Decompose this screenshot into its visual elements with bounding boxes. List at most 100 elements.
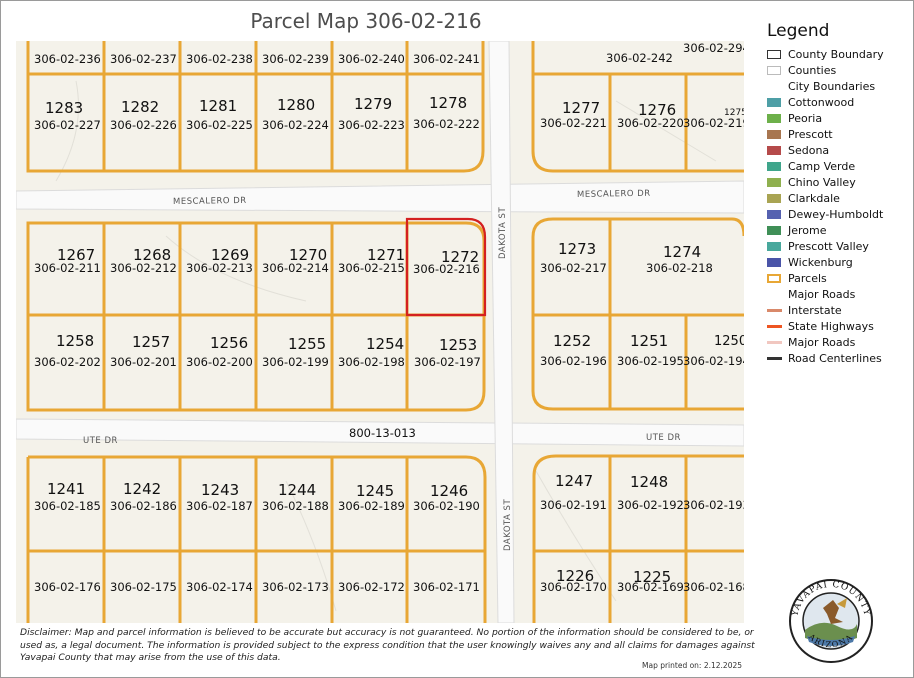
parcel-apn[interactable]: 306-02-188 xyxy=(262,499,329,513)
parcel-apn[interactable]: 306-02-212 xyxy=(110,261,177,275)
parcel-blocks xyxy=(26,41,744,623)
parcel-lot: 1277 xyxy=(562,99,600,117)
parcel-apn[interactable]: 306-02-186 xyxy=(110,499,177,513)
road-label-mescalero-east: MESCALERO DR xyxy=(577,189,651,200)
parcel-apn[interactable]: 306-02-170 xyxy=(540,580,607,594)
parcel-apn[interactable]: 306-02-174 xyxy=(186,580,253,594)
legend-item: Chino Valley xyxy=(761,175,911,191)
parcel-apn[interactable]: 306-02-185 xyxy=(34,499,101,513)
parcel-apn[interactable]: 306-02-169 xyxy=(617,580,684,594)
parcel-labels: 306-02-236 306-02-237 306-02-238 306-02-… xyxy=(34,41,744,594)
parcel-apn[interactable]: 306-02-196 xyxy=(540,354,607,368)
legend-title: Legend xyxy=(767,21,830,41)
parcel-lot: 1275 xyxy=(724,108,744,118)
parcel-apn[interactable]: 306-02-238 xyxy=(186,52,253,66)
legend-item: State Highways xyxy=(761,319,911,335)
print-date: Map printed on: 2.12.2025 xyxy=(642,661,743,670)
parcel-apn[interactable]: 306-02-213 xyxy=(186,261,253,275)
parcel-apn[interactable]: 306-02-240 xyxy=(338,52,405,66)
parcel-apn[interactable]: 306-02-175 xyxy=(110,580,177,594)
parcel-apn[interactable]: 306-02-202 xyxy=(34,355,101,369)
parcel-apn[interactable]: 306-02-191 xyxy=(540,498,607,512)
parcel-apn[interactable]: 306-02-219 xyxy=(683,116,744,130)
parcel-apn[interactable]: 306-02-194 xyxy=(683,354,744,368)
parcel-apn[interactable]: 306-02-237 xyxy=(110,52,177,66)
dakota-road xyxy=(488,41,515,623)
legend-line-swatch xyxy=(767,357,782,360)
parcel-lot: 1247 xyxy=(555,472,593,490)
parcel-apn[interactable]: 306-02-294 xyxy=(683,41,744,55)
legend-line-swatch xyxy=(767,325,782,328)
parcel-apn[interactable]: 306-02-222 xyxy=(413,117,480,131)
parcel-apn[interactable]: 306-02-193 xyxy=(683,498,744,512)
parcel-apn[interactable]: 306-02-173 xyxy=(262,580,329,594)
parcel-lot: 1274 xyxy=(663,243,701,261)
parcel-apn[interactable]: 306-02-220 xyxy=(617,116,684,130)
legend-label: Jerome xyxy=(788,224,827,237)
parcel-apn[interactable]: 306-02-215 xyxy=(338,261,405,275)
parcel-apn[interactable]: 306-02-190 xyxy=(413,499,480,513)
parcel-apn[interactable]: 306-02-200 xyxy=(186,355,253,369)
parcel-apn[interactable]: 306-02-195 xyxy=(617,354,684,368)
map-background xyxy=(16,41,744,623)
parcel-label-road-tract: 800-13-013 xyxy=(349,426,416,440)
selected-parcel-apn[interactable]: 306-02-216 xyxy=(413,262,480,276)
parcel-apn[interactable]: 306-02-225 xyxy=(186,118,253,132)
legend-items: County Boundary Counties City Boundaries Co… xyxy=(761,47,911,367)
parcel-lot: 1258 xyxy=(56,332,94,350)
parcel-apn[interactable]: 306-02-224 xyxy=(262,118,329,132)
parcel-apn[interactable]: 306-02-197 xyxy=(414,355,481,369)
parcel-map[interactable]: MESCALERO DR MESCALERO DR UTE DR UTE DR … xyxy=(16,41,744,623)
parcel-lot: 1269 xyxy=(211,246,249,264)
legend-swatch xyxy=(767,146,781,155)
parcel-lot: 1279 xyxy=(354,95,392,113)
parcel-apn[interactable]: 306-02-187 xyxy=(186,499,253,513)
legend-label: Sedona xyxy=(788,144,830,157)
road-label-mescalero-west: MESCALERO DR xyxy=(173,196,247,207)
parcel-lot: 1280 xyxy=(277,96,315,114)
parcel-lot: 1268 xyxy=(133,246,171,264)
parcel-apn[interactable]: 306-02-168 xyxy=(683,580,744,594)
parcel-lot: 1248 xyxy=(630,473,668,491)
parcel-apn[interactable]: 306-02-198 xyxy=(338,355,405,369)
parcel-apn[interactable]: 306-02-218 xyxy=(646,261,713,275)
parcel-apn[interactable]: 306-02-189 xyxy=(338,499,405,513)
parcel-apn[interactable]: 306-02-214 xyxy=(262,261,329,275)
parcel-apn[interactable]: 306-02-236 xyxy=(34,52,101,66)
parcel-lot: 1276 xyxy=(638,101,676,119)
parcel-apn[interactable]: 306-02-241 xyxy=(413,52,480,66)
legend-swatch xyxy=(767,194,781,203)
parcel-apn[interactable]: 306-02-172 xyxy=(338,580,405,594)
parcel-apn[interactable]: 306-02-221 xyxy=(540,116,607,130)
parcel-apn[interactable]: 306-02-239 xyxy=(262,52,329,66)
map-title: Parcel Map 306-02-216 xyxy=(250,9,482,33)
parcel-apn[interactable]: 306-02-227 xyxy=(34,118,101,132)
parcel-lot: 1250 xyxy=(714,334,744,349)
legend-swatch xyxy=(767,210,781,219)
parcel-apn[interactable]: 306-02-242 xyxy=(606,51,673,65)
parcel-apn[interactable]: 306-02-211 xyxy=(34,261,101,275)
road-label-ute-east: UTE DR xyxy=(646,433,681,443)
parcel-apn[interactable]: 306-02-226 xyxy=(110,118,177,132)
road-label-ute-west: UTE DR xyxy=(83,436,118,446)
parcel-lot: 1226 xyxy=(556,567,594,585)
parcel-apn[interactable]: 306-02-199 xyxy=(262,355,329,369)
legend-label: Parcels xyxy=(788,272,827,285)
legend-item: Wickenburg xyxy=(761,255,911,271)
parcel-lot: 1273 xyxy=(558,240,596,258)
parcel-apn[interactable]: 306-02-192 xyxy=(617,498,684,512)
selected-parcel-outline[interactable] xyxy=(405,217,487,317)
parcel-apn[interactable]: 306-02-223 xyxy=(338,118,405,132)
parcel-apn[interactable]: 306-02-171 xyxy=(413,580,480,594)
parcel-apn[interactable]: 306-02-217 xyxy=(540,261,607,275)
legend-swatch xyxy=(767,226,781,235)
legend-label: State Highways xyxy=(788,320,874,333)
parcel-apn[interactable]: 306-02-201 xyxy=(110,355,177,369)
legend-item: Prescott xyxy=(761,127,911,143)
parcel-apn[interactable]: 306-02-176 xyxy=(34,580,101,594)
legend-item: Clarkdale xyxy=(761,191,911,207)
legend-label: Clarkdale xyxy=(788,192,840,205)
parcel-lot: 1283 xyxy=(45,99,83,117)
parcel-lot: 1251 xyxy=(630,332,668,350)
